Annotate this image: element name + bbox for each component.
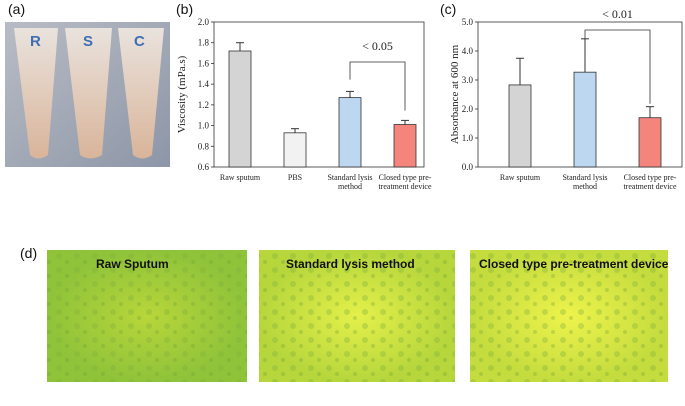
tube-label: R	[30, 33, 41, 50]
x-tick-label: Standard lysis method	[562, 173, 608, 191]
x-tick-label: Closed type pre-treatment device	[623, 173, 677, 191]
y-axis-label: Viscosity (mPa.s)	[176, 55, 188, 133]
micrograph-caption: Raw Sputum	[96, 257, 169, 271]
annotation: < 0.01	[602, 7, 633, 21]
micrograph-caption: Standard lysis method	[286, 257, 415, 271]
y-tick-label: 1.4	[198, 79, 210, 89]
tube-label: C	[134, 33, 145, 50]
tube	[118, 28, 164, 159]
x-tick-label: PBS	[287, 173, 303, 182]
bar	[283, 132, 307, 168]
x-tick-label: Standard lysis method	[327, 173, 373, 191]
y-tick-label: 3.0	[462, 75, 474, 85]
panel-label: (c)	[440, 1, 456, 17]
panel-label: (d)	[20, 245, 37, 261]
x-tick-label: Closed type pre-treatment device	[378, 173, 432, 191]
micrograph-texture	[259, 250, 455, 382]
x-tick-label: Raw sputum	[499, 173, 541, 182]
micrograph-texture	[47, 250, 247, 382]
y-tick-label: 2.0	[198, 17, 210, 27]
tube	[65, 28, 112, 159]
bar	[508, 84, 532, 168]
y-tick-label: 1.0	[462, 133, 474, 143]
y-tick-label: 0.0	[462, 162, 474, 172]
panel-label: (a)	[8, 1, 25, 17]
bar	[338, 97, 362, 168]
tube-label: S	[83, 33, 93, 50]
y-tick-label: 4.0	[462, 46, 474, 56]
bar	[638, 117, 662, 168]
y-axis-label: Absorbance at 600 nm	[449, 44, 461, 144]
x-tick-label: Raw sputum	[219, 173, 261, 182]
y-tick-label: 5.0	[462, 17, 474, 27]
y-tick-label: 1.2	[198, 100, 209, 110]
y-tick-label: 2.0	[462, 104, 474, 114]
y-tick-label: 1.6	[198, 58, 210, 68]
micrograph-texture	[470, 250, 668, 382]
significance-bracket	[349, 61, 406, 111]
micrograph-caption: Closed type pre-treatment device	[479, 257, 669, 271]
plot-frame	[213, 21, 425, 168]
significance-bracket	[584, 29, 651, 104]
y-tick-label: 0.6	[198, 162, 210, 172]
bar	[393, 124, 417, 168]
panel-label: (b)	[176, 1, 193, 17]
y-tick-label: 0.8	[198, 141, 210, 151]
y-tick-label: 1.0	[198, 121, 210, 131]
annotation: < 0.05	[362, 39, 393, 53]
bar	[573, 71, 597, 168]
bar	[228, 50, 252, 168]
y-tick-label: 1.8	[198, 38, 210, 48]
tube	[14, 28, 58, 159]
